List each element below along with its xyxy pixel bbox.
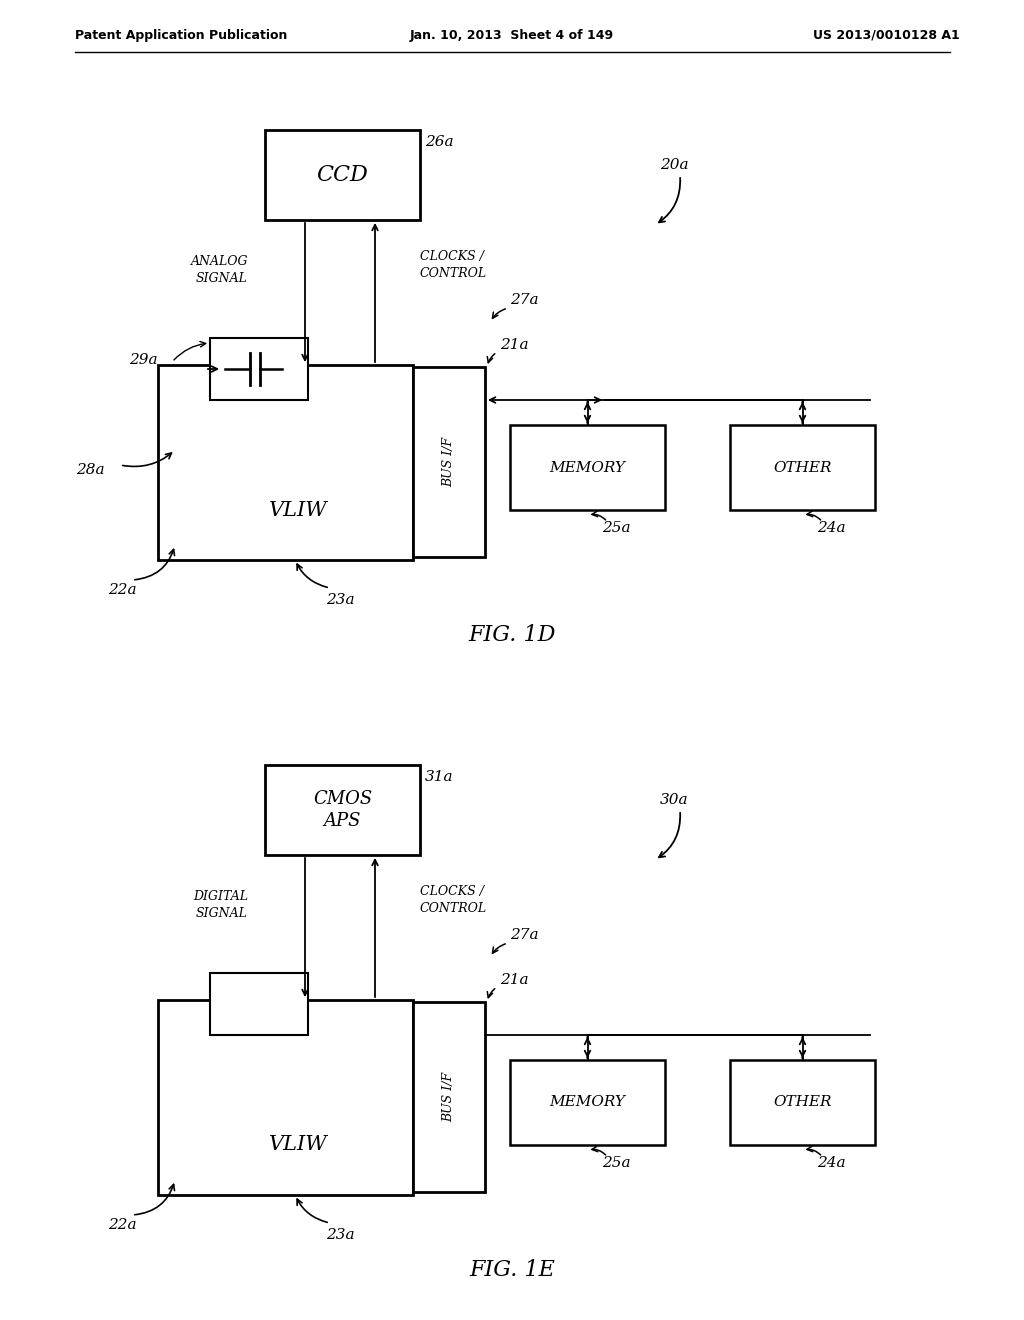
Text: CCD: CCD bbox=[316, 164, 369, 186]
Text: 28a: 28a bbox=[77, 463, 105, 477]
Text: CLOCKS /
CONTROL: CLOCKS / CONTROL bbox=[420, 249, 487, 280]
Bar bbox=[510, 1060, 665, 1144]
Text: 27a: 27a bbox=[510, 293, 539, 308]
Text: 25a: 25a bbox=[602, 1156, 631, 1170]
Text: OTHER: OTHER bbox=[773, 461, 831, 474]
Text: ANALOG
SIGNAL: ANALOG SIGNAL bbox=[190, 255, 248, 285]
Text: 21a: 21a bbox=[500, 338, 528, 352]
Text: CLOCKS /
CONTROL: CLOCKS / CONTROL bbox=[420, 884, 487, 915]
Bar bbox=[158, 1001, 413, 1195]
Text: 24a: 24a bbox=[817, 1156, 846, 1170]
Bar bbox=[413, 1002, 485, 1192]
Bar bbox=[265, 129, 420, 220]
Bar bbox=[413, 367, 485, 557]
Text: BUS I/F: BUS I/F bbox=[442, 1072, 456, 1122]
Text: MEMORY: MEMORY bbox=[550, 461, 626, 474]
Text: OTHER: OTHER bbox=[773, 1096, 831, 1110]
Text: 22a: 22a bbox=[108, 1218, 136, 1232]
Text: US 2013/0010128 A1: US 2013/0010128 A1 bbox=[813, 29, 961, 41]
Text: DIGITAL
SIGNAL: DIGITAL SIGNAL bbox=[193, 890, 248, 920]
Text: FIG. 1D: FIG. 1D bbox=[468, 624, 556, 645]
Text: 26a: 26a bbox=[425, 135, 454, 149]
Text: CMOS
APS: CMOS APS bbox=[313, 789, 372, 830]
Text: 31a: 31a bbox=[425, 770, 454, 784]
Text: 22a: 22a bbox=[108, 583, 136, 597]
Text: 27a: 27a bbox=[510, 928, 539, 942]
Text: Jan. 10, 2013  Sheet 4 of 149: Jan. 10, 2013 Sheet 4 of 149 bbox=[410, 29, 614, 41]
Bar bbox=[510, 425, 665, 510]
Text: 23a: 23a bbox=[326, 1228, 354, 1242]
Text: 20a: 20a bbox=[660, 158, 688, 172]
Text: VLIW: VLIW bbox=[269, 500, 328, 520]
Text: 23a: 23a bbox=[326, 593, 354, 607]
Text: 30a: 30a bbox=[660, 793, 688, 807]
Text: Patent Application Publication: Patent Application Publication bbox=[75, 29, 288, 41]
Bar bbox=[265, 766, 420, 855]
Text: VLIW: VLIW bbox=[269, 1135, 328, 1155]
Text: BUS I/F: BUS I/F bbox=[442, 437, 456, 487]
Text: MEMORY: MEMORY bbox=[550, 1096, 626, 1110]
Text: FIG. 1E: FIG. 1E bbox=[469, 1259, 555, 1280]
Bar bbox=[730, 1060, 874, 1144]
Text: 24a: 24a bbox=[817, 521, 846, 535]
Text: 21a: 21a bbox=[500, 973, 528, 987]
Bar bbox=[730, 425, 874, 510]
Bar bbox=[158, 366, 413, 560]
Bar bbox=[210, 338, 308, 400]
Bar bbox=[210, 973, 308, 1035]
Text: 29a: 29a bbox=[129, 352, 158, 367]
Text: 25a: 25a bbox=[602, 521, 631, 535]
